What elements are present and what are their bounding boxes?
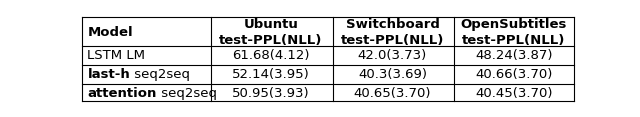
Text: 40.3(3.69): 40.3(3.69) [358, 68, 427, 81]
Text: 48.24(3.87): 48.24(3.87) [476, 49, 553, 62]
Text: seq2seq: seq2seq [157, 87, 217, 100]
Text: LSTM LM: LSTM LM [88, 49, 145, 62]
Text: attention: attention [88, 87, 157, 100]
Text: Model: Model [88, 26, 133, 39]
Text: 40.66(3.70): 40.66(3.70) [476, 68, 553, 81]
Text: 40.65(3.70): 40.65(3.70) [354, 87, 431, 100]
Text: OpenSubtitles
test-PPL(NLL): OpenSubtitles test-PPL(NLL) [461, 18, 567, 47]
Text: 40.45(3.70): 40.45(3.70) [476, 87, 553, 100]
Text: Switchboard
test-PPL(NLL): Switchboard test-PPL(NLL) [340, 18, 444, 47]
Text: last-h: last-h [88, 68, 130, 81]
Text: 61.68(4.12): 61.68(4.12) [232, 49, 310, 62]
Text: 52.14(3.95): 52.14(3.95) [232, 68, 310, 81]
Text: Ubuntu
test-PPL(NLL): Ubuntu test-PPL(NLL) [220, 18, 323, 47]
Text: seq2seq: seq2seq [130, 68, 190, 81]
Text: 42.0(3.73): 42.0(3.73) [358, 49, 427, 62]
Text: 50.95(3.93): 50.95(3.93) [232, 87, 310, 100]
